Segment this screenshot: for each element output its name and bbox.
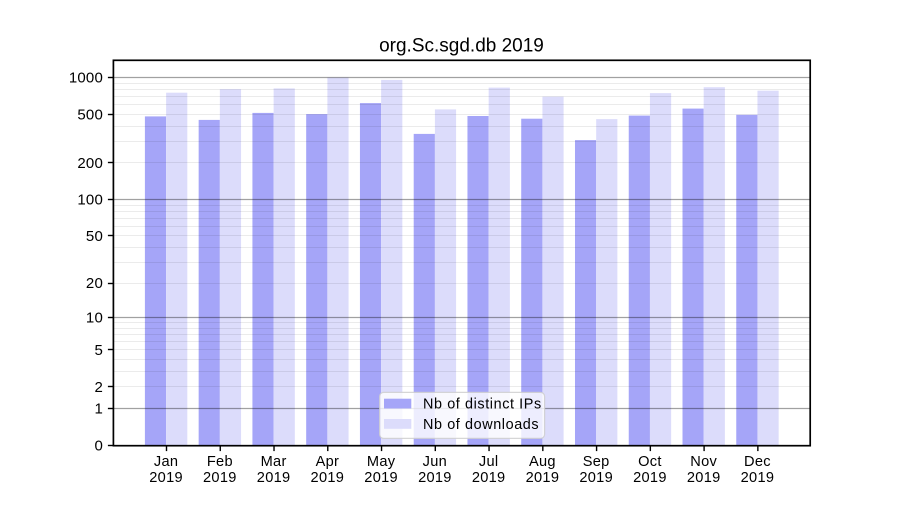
svg-text:Jun: Jun	[423, 454, 447, 470]
svg-text:2019: 2019	[257, 470, 291, 486]
svg-text:Sep: Sep	[583, 454, 610, 470]
svg-text:Nov: Nov	[690, 454, 717, 470]
svg-text:2019: 2019	[149, 470, 183, 486]
svg-text:0: 0	[94, 437, 103, 454]
svg-text:1: 1	[94, 400, 103, 417]
svg-text:2019: 2019	[741, 470, 775, 486]
svg-text:Feb: Feb	[207, 454, 233, 470]
svg-text:2019: 2019	[687, 470, 721, 486]
svg-text:Oct: Oct	[638, 454, 662, 470]
svg-text:Dec: Dec	[744, 454, 771, 470]
svg-text:Jul: Jul	[479, 454, 499, 470]
svg-text:2019: 2019	[633, 470, 667, 486]
svg-text:20: 20	[86, 275, 103, 292]
svg-text:2019: 2019	[579, 470, 613, 486]
svg-text:Nb of downloads: Nb of downloads	[423, 417, 539, 433]
svg-text:2: 2	[94, 379, 103, 396]
svg-text:200: 200	[77, 155, 103, 172]
svg-text:2019: 2019	[364, 470, 398, 486]
svg-text:2019: 2019	[311, 470, 345, 486]
svg-text:Mar: Mar	[261, 454, 287, 470]
svg-text:May: May	[367, 454, 396, 470]
svg-text:2019: 2019	[203, 470, 237, 486]
svg-text:Jan: Jan	[154, 454, 178, 470]
svg-text:5: 5	[94, 342, 103, 359]
svg-text:100: 100	[77, 192, 103, 209]
svg-text:2019: 2019	[472, 470, 506, 486]
svg-text:Apr: Apr	[316, 454, 340, 470]
svg-text:Nb of distinct IPs: Nb of distinct IPs	[423, 397, 542, 413]
svg-text:2019: 2019	[418, 470, 452, 486]
svg-text:500: 500	[77, 106, 103, 123]
svg-text:2019: 2019	[526, 470, 560, 486]
svg-text:Aug: Aug	[529, 454, 556, 470]
svg-text:50: 50	[86, 228, 103, 245]
svg-text:10: 10	[86, 310, 103, 327]
svg-text:org.Sc.sgd.db 2019: org.Sc.sgd.db 2019	[379, 36, 544, 57]
svg-text:1000: 1000	[69, 70, 103, 87]
